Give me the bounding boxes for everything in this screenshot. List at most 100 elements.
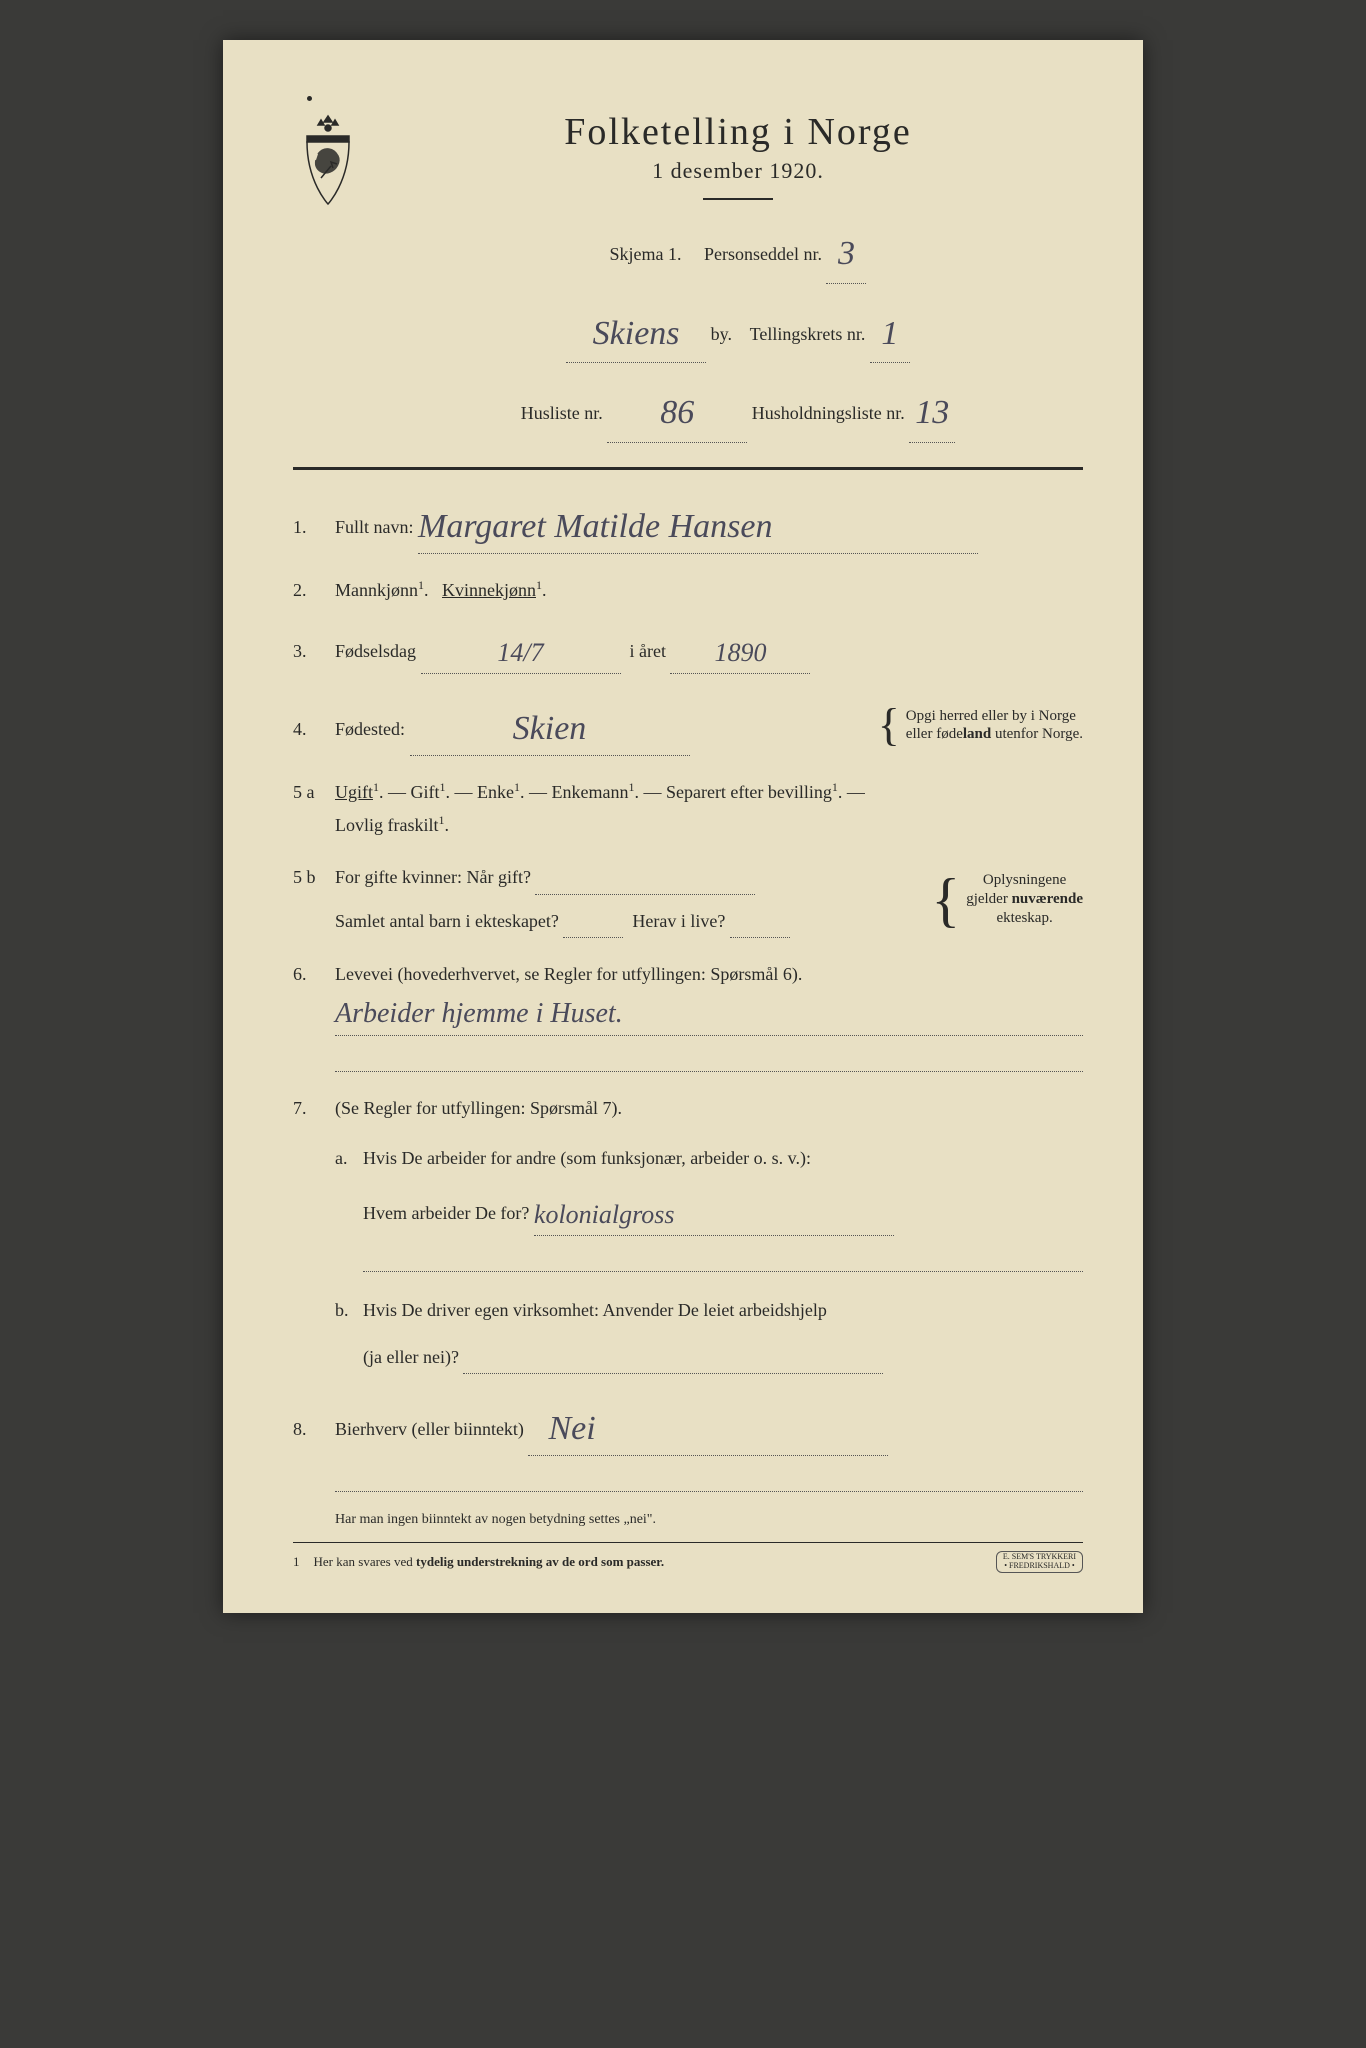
q7b-field (463, 1341, 883, 1374)
q1-value: Margaret Matilde Hansen (418, 508, 772, 545)
q7-num: 7. (293, 1092, 335, 1124)
by-field: Skiens (566, 298, 706, 364)
header: Folketelling i Norge 1 desember 1920. Sk… (293, 110, 1083, 457)
q5b-l2b: Herav i live? (632, 911, 725, 931)
q5a-num: 5 a (293, 776, 335, 808)
main-title: Folketelling i Norge (393, 110, 1083, 154)
footnote-num: 1 (293, 1554, 300, 1570)
q2-p1: . (424, 580, 429, 600)
q5a-gift: Gift (411, 782, 440, 802)
q5b-l1: For gifte kvinner: Når gift? (335, 867, 531, 887)
q4-label: Fødested: (335, 719, 405, 739)
krets-label: Tellingskrets nr. (750, 324, 866, 344)
skjema-label: Skjema 1. (610, 244, 682, 264)
q2-mann: Mannkjønn (335, 580, 418, 600)
title-block: Folketelling i Norge 1 desember 1920. Sk… (393, 110, 1083, 457)
q5b-gift-field (535, 861, 755, 894)
subtitle: 1 desember 1920. (393, 158, 1083, 184)
q5a-d5: . — (838, 782, 865, 802)
krets-nr: 1 (881, 315, 898, 352)
husliste-nr: 86 (660, 394, 694, 431)
q5a-s6: 1 (438, 813, 444, 827)
q2-p2: . (542, 580, 547, 600)
header-rule (293, 467, 1083, 470)
q8-num: 8. (293, 1413, 335, 1445)
question-4: 4. Fødested: Skien { Opgi herred eller b… (293, 694, 1083, 756)
q4-value: Skien (513, 710, 587, 747)
hint-text: Har man ingen biinntekt av nogen betydni… (293, 1512, 1083, 1528)
q4-num: 4. (293, 713, 335, 745)
q5a-separert: Separert efter bevilling (666, 782, 832, 802)
q8-field: Nei (528, 1394, 888, 1456)
husholdning-nr-field: 13 (909, 377, 955, 443)
q3-num: 3. (293, 635, 335, 667)
brace-icon: { (878, 709, 900, 741)
q3-day-field: 14/7 (421, 626, 621, 674)
q3-year-field: 1890 (670, 626, 810, 674)
personseddel-nr: 3 (838, 235, 855, 272)
q6-blank (335, 1050, 1083, 1072)
q5b-live-field (730, 905, 790, 938)
husliste-nr-field: 86 (607, 377, 747, 443)
q2-kvinne: Kvinnekjønn (442, 580, 536, 600)
title-divider (703, 198, 773, 200)
q5a-enke: Enke (477, 782, 514, 802)
footer: 1 Her kan svares ved tydelig understrekn… (293, 1551, 1083, 1573)
q7a-blank (363, 1250, 1083, 1272)
q5b-note: { Oplysningene gjelder nuværende ekteska… (931, 871, 1083, 927)
question-2: 2. Mannkjønn1. Kvinnekjønn1. (293, 574, 1083, 606)
question-5b: 5 b For gifte kvinner: Når gift? Samlet … (293, 861, 1083, 938)
q5a-d1: . — (379, 782, 406, 802)
by-value: Skiens (593, 315, 680, 352)
q5a-fraskilt: Lovlig fraskilt (335, 815, 438, 835)
coat-of-arms-icon (293, 110, 363, 210)
q6-num: 6. (293, 958, 335, 990)
q5a-d2: . — (446, 782, 473, 802)
q5b-note-l3: ekteskap. (966, 909, 1083, 928)
q5a-d4: . — (634, 782, 661, 802)
question-8: 8. Bierhverv (eller biinntekt) Nei (293, 1394, 1083, 1492)
question-6: 6. Levevei (hovederhvervet, se Regler fo… (293, 958, 1083, 1072)
personseddel-nr-field: 3 (826, 218, 866, 284)
q3-year-label: i året (630, 641, 666, 661)
q1-field: Margaret Matilde Hansen (418, 492, 978, 554)
q6-label: Levevei (hovederhvervet, se Regler for u… (335, 964, 802, 984)
husliste-label: Husliste nr. (521, 403, 603, 423)
q1-label: Fullt navn: (335, 517, 414, 537)
q5b-l2a: Samlet antal barn i ekteskapet? (335, 911, 559, 931)
q7a-l1: Hvis De arbeider for andre (som funksjon… (363, 1142, 1083, 1174)
q4-note-l2a: eller føde (906, 726, 963, 742)
q5b-note-l2a: gjelder (966, 891, 1011, 907)
q7b-l2: (ja eller nei)? (363, 1347, 459, 1367)
question-1: 1. Fullt navn: Margaret Matilde Hansen (293, 492, 1083, 554)
brace-icon: { (931, 879, 960, 921)
q5b-num: 5 b (293, 861, 335, 893)
personseddel-label: Personseddel nr. (704, 244, 822, 264)
stray-dot (307, 96, 312, 101)
q3-day: 14/7 (497, 638, 543, 667)
q1-num: 1. (293, 511, 335, 543)
footnote-text: Her kan svares ved tydelig understreknin… (314, 1554, 665, 1570)
q4-note: { Opgi herred eller by i Norge eller fød… (878, 707, 1083, 745)
question-5a: 5 a Ugift1. — Gift1. — Enke1. — Enkemann… (293, 776, 1083, 841)
by-label: by. (711, 324, 732, 344)
meta-line-2: Skiens by. Tellingskrets nr. 1 (393, 298, 1083, 364)
husholdning-nr: 13 (915, 394, 949, 431)
question-3: 3. Fødselsdag 14/7 i året 1890 (293, 626, 1083, 674)
husholdning-label: Husholdningsliste nr. (752, 403, 905, 423)
q5b-note-l1: Oplysningene (966, 871, 1083, 890)
q2-num: 2. (293, 574, 335, 606)
q4-field: Skien (410, 694, 690, 756)
q4-note-l2c: utenfor Norge. (991, 726, 1083, 742)
q5b-note-l2b: nuværende (1012, 891, 1083, 907)
q8-value: Nei (528, 1410, 595, 1447)
meta-line-3: Husliste nr. 86 Husholdningsliste nr. 13 (393, 377, 1083, 443)
printer-mark: E. SEM'S TRYKKERI • FREDRIKSHALD • (996, 1551, 1083, 1573)
census-form-page: Folketelling i Norge 1 desember 1920. Sk… (223, 40, 1143, 1613)
q5b-barn-field (563, 905, 623, 938)
q7-label: (Se Regler for utfyllingen: Spørsmål 7). (335, 1092, 1083, 1124)
question-7: 7. (Se Regler for utfyllingen: Spørsmål … (293, 1092, 1083, 1374)
q7b-l1: Hvis De driver egen virksomhet: Anvender… (363, 1294, 1083, 1326)
q5a-enkemann: Enkemann (551, 782, 628, 802)
footer-rule (293, 1542, 1083, 1543)
